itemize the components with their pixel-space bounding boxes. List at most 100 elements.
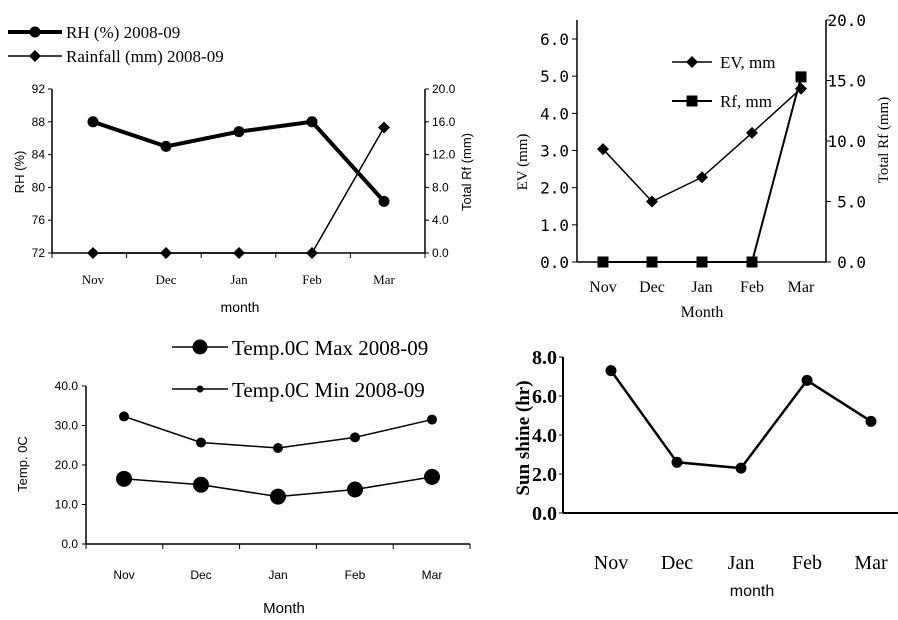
y-tick-label: 0.0 xyxy=(532,503,557,525)
y-tick-label: 0.0 xyxy=(61,537,78,551)
point-rh xyxy=(87,116,99,128)
y-axis-title: RH (%) xyxy=(12,151,27,194)
point-temp-max xyxy=(347,481,363,498)
point-rainfall xyxy=(87,247,99,259)
y2-tick-label: 4.0 xyxy=(432,213,449,227)
chart-rh-rainfall: 72 76 80 84 88 92 0.0 4.0 8.0 12.0 16.0 20.0 Nov Dec J… xyxy=(8,23,474,315)
x-axis-title: month xyxy=(730,583,774,600)
point-rf xyxy=(746,256,758,268)
x-tick-label: Mar xyxy=(422,568,443,582)
point-temp-max xyxy=(270,488,286,505)
point-rf xyxy=(646,256,658,268)
point-temp-min xyxy=(427,414,437,425)
x-tick-label: Dec xyxy=(156,272,177,287)
y2-tick-label: 8.0 xyxy=(432,180,449,194)
y-tick-label: 4.0 xyxy=(532,425,557,447)
series-line-rainfall xyxy=(93,127,385,254)
y-tick-label: 10.0 xyxy=(55,498,79,512)
y-tick-label: 84 xyxy=(32,148,46,162)
y-axis-title: EV (mm) xyxy=(515,134,531,191)
x-axis-title: month xyxy=(221,299,260,315)
y2-tick-label: 15.0 xyxy=(827,72,866,91)
point-rh xyxy=(160,140,172,152)
point-ev xyxy=(746,126,758,139)
point-rh xyxy=(306,116,318,128)
x-tick-label: Nov xyxy=(82,272,105,287)
x-tick-label: Jan xyxy=(268,568,287,582)
x-tick-label: Mar xyxy=(373,272,395,287)
x-tick-label: Jan xyxy=(230,272,248,287)
point-rh xyxy=(378,195,390,207)
point-sunshine xyxy=(865,415,877,427)
legend-label-ev: EV, mm xyxy=(720,53,775,72)
y2-tick-label: 0.0 xyxy=(432,246,449,260)
y-tick-label: 8.0 xyxy=(532,347,557,369)
y-tick-label: 76 xyxy=(32,213,46,227)
legend-marker-rainfall xyxy=(29,50,41,62)
y2-axis-title: Total Rf (mm) xyxy=(459,133,474,211)
y2-tick-label: 20.0 xyxy=(432,82,456,96)
y-tick-label: 80 xyxy=(32,180,46,194)
y2-tick-label: 0.0 xyxy=(837,253,866,272)
y-tick-label: 20.0 xyxy=(55,458,79,472)
point-sunshine xyxy=(671,456,683,468)
y-tick-label: 5.0 xyxy=(540,67,569,86)
point-temp-max xyxy=(116,470,132,487)
point-rainfall xyxy=(378,121,390,134)
y-tick-label: 6.0 xyxy=(540,30,569,49)
legend-marker-ev xyxy=(686,56,698,68)
y-tick-label: 2.0 xyxy=(532,464,557,486)
legend-label-temp-max: Temp.0C Max 2008-09 xyxy=(232,336,428,360)
point-rf xyxy=(696,256,708,268)
x-tick-label: Nov xyxy=(594,552,628,574)
point-rf xyxy=(597,256,609,268)
point-temp-min xyxy=(196,437,206,448)
series-line-sunshine xyxy=(609,369,872,470)
y-tick-label: 2.0 xyxy=(540,179,569,198)
point-rainfall xyxy=(306,247,318,259)
point-temp-min xyxy=(119,411,129,422)
y2-tick-label: 16.0 xyxy=(432,115,456,129)
chart-temperature: 0.0 10.0 20.0 30.0 40.0 Nov Dec Jan Feb Mar Month T… xyxy=(15,336,471,617)
x-axis-title: Month xyxy=(681,304,724,321)
point-rainfall xyxy=(233,247,245,259)
legend-label-rh: RH (%) 2008-09 xyxy=(66,23,180,42)
y-tick-label: 30.0 xyxy=(55,419,79,433)
y-tick-label: 4.0 xyxy=(540,104,569,123)
point-ev xyxy=(646,195,658,208)
point-ev xyxy=(696,171,708,184)
point-temp-max xyxy=(193,476,209,493)
legend-marker-rf xyxy=(686,95,698,107)
chart-sunshine: 0.0 2.0 4.0 6.0 8.0 Nov Dec Jan Feb Mar month Sun s… xyxy=(513,347,898,600)
point-temp-min xyxy=(350,432,360,443)
y-axis-title: Sun shine (hr) xyxy=(513,380,534,495)
y2-tick-label: 10.0 xyxy=(827,132,866,151)
x-tick-label: Nov xyxy=(113,568,134,582)
y-tick-label: 92 xyxy=(32,82,46,96)
x-tick-label: Dec xyxy=(639,279,665,296)
legend-marker-temp-min xyxy=(196,385,204,393)
legend-label-rainfall: Rainfall (mm) 2008-09 xyxy=(66,47,224,66)
point-temp-min xyxy=(273,443,283,454)
chart-ev-rf: 0.0 1.0 2.0 3.0 4.0 5.0 6.0 0.0 5.0 10.0 15.0 20.0 N… xyxy=(515,11,892,321)
x-tick-label: Mar xyxy=(788,279,815,296)
x-tick-label: Dec xyxy=(661,552,693,574)
y-tick-label: 1.0 xyxy=(540,216,569,235)
y-tick-label: 72 xyxy=(32,246,46,260)
point-sunshine xyxy=(735,462,747,474)
point-ev xyxy=(597,143,609,156)
y-axis-title: Temp. 0C xyxy=(15,436,30,492)
legend-marker-temp-max xyxy=(192,339,208,355)
y-tick-label: 40.0 xyxy=(55,379,79,393)
x-tick-label: Nov xyxy=(589,279,617,296)
y2-tick-label: 5.0 xyxy=(837,193,866,212)
y-tick-label: 3.0 xyxy=(540,142,569,161)
point-sunshine xyxy=(801,374,813,386)
x-tick-label: Feb xyxy=(792,552,822,574)
y-tick-label: 0.0 xyxy=(540,253,569,272)
y2-tick-label: 12.0 xyxy=(432,148,456,162)
x-tick-label: Feb xyxy=(345,568,366,582)
y-tick-label: 6.0 xyxy=(532,386,557,408)
point-rh xyxy=(233,126,245,138)
